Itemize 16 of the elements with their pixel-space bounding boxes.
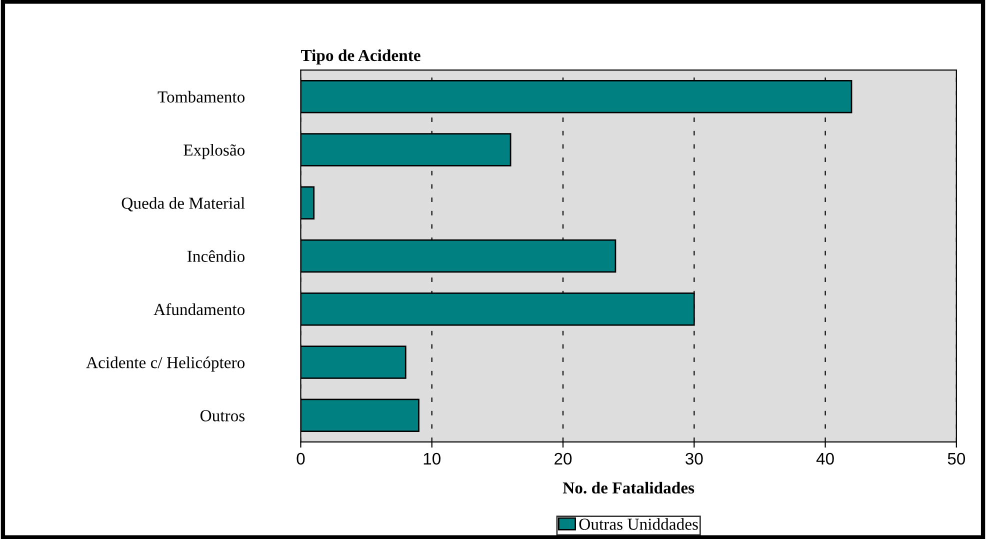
x-axis-title: No. de Fatalidades [562,482,694,494]
y-tick-label: Tombamento [158,90,245,103]
y-axis-title: Tipo de Acidente [300,49,420,64]
x-tick-label: 30 [686,452,703,465]
legend-label: Outras Uniddades [579,518,698,530]
y-tick-label: Explosão [184,144,245,160]
x-tick-label: 10 [424,452,440,465]
y-tick-label: Afundamento [154,303,245,316]
y-tick-label: Outros [200,410,245,422]
y-tick-label: Queda de Material [122,197,245,212]
x-tick-label: 50 [948,452,966,465]
y-tick-label: Incêndio [187,250,245,262]
x-tick-label: 20 [554,452,572,465]
x-tick-label: 0 [296,452,305,465]
x-tick-label: 40 [816,452,834,465]
y-tick-label: Acidente c/ Helicóptero [86,356,245,372]
